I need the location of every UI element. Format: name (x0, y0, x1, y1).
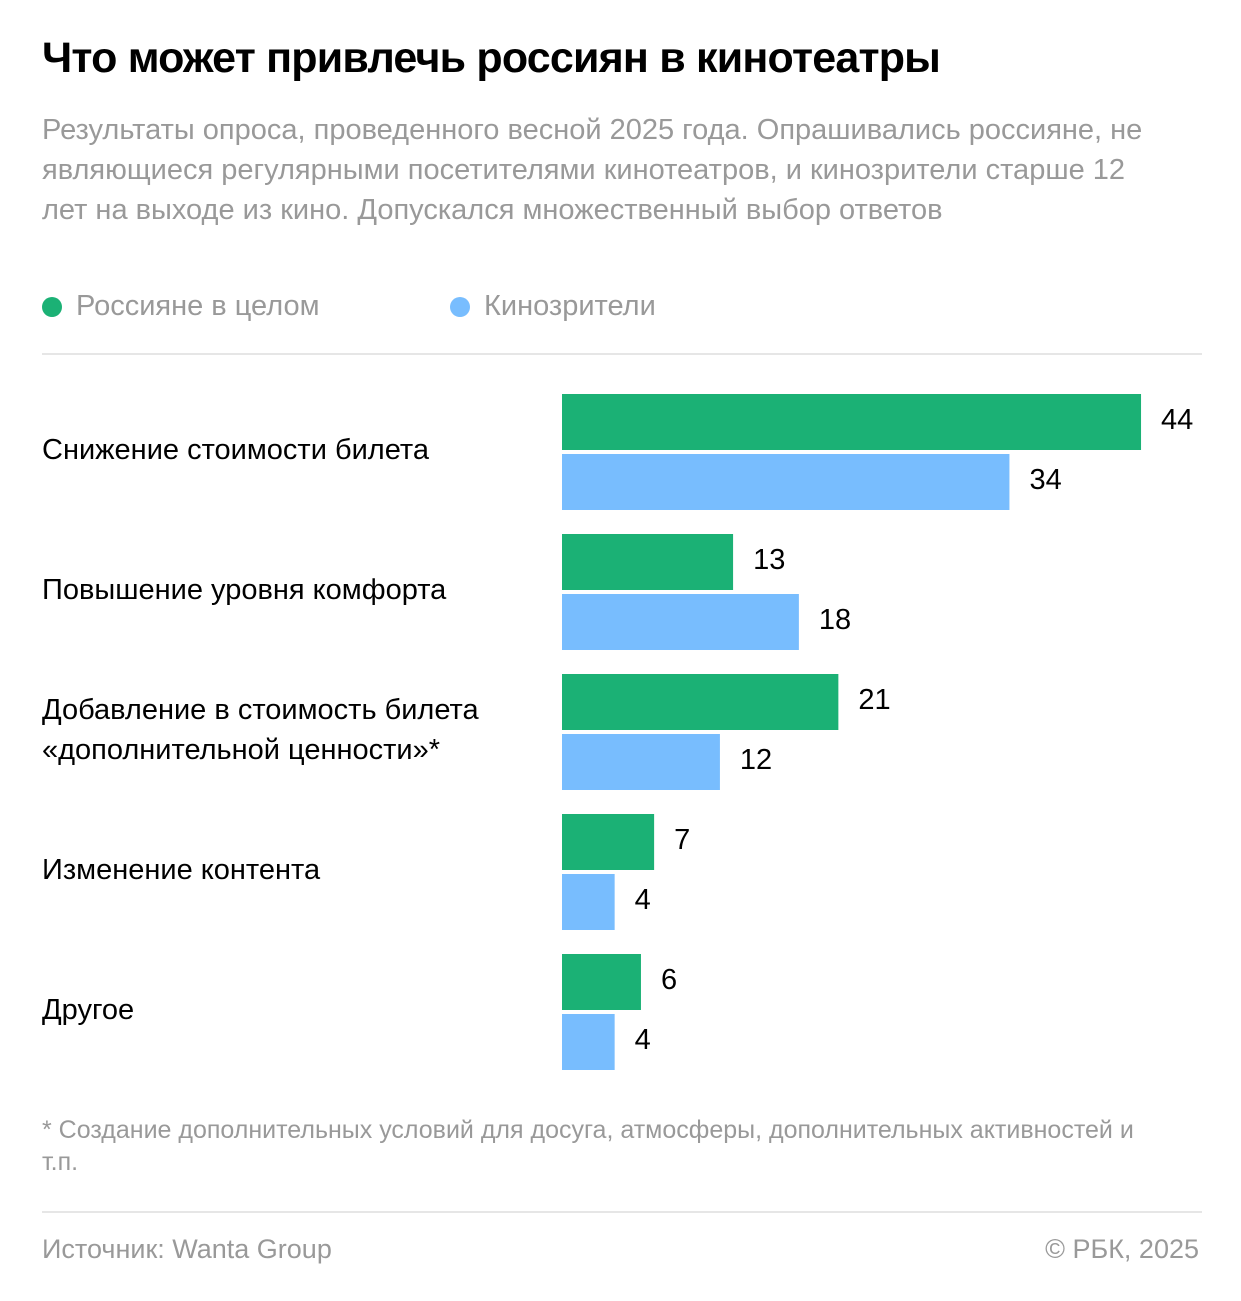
data-label: 4 (634, 884, 651, 916)
chart-subtitle: Результаты опроса, проведенного весной 2… (42, 114, 1143, 226)
data-label: 21 (858, 684, 891, 716)
data-label: 12 (739, 744, 773, 776)
bar-0-0 (562, 394, 1142, 450)
footnote: * Создание дополнительных условий для до… (42, 1116, 1134, 1176)
bar-0-1 (562, 534, 734, 590)
data-label: 6 (660, 964, 678, 996)
bar-0-4 (562, 954, 641, 1010)
data-label: 7 (674, 824, 691, 856)
legend-dot-1 (450, 296, 470, 317)
data-label: 4 (634, 1024, 651, 1056)
divider-top (42, 353, 1202, 355)
bar-1-1 (562, 594, 799, 650)
chart-title: Что может привлечь россиян в кинотеатры (42, 34, 941, 82)
category-label: Добавление в стоимость билета «дополните… (42, 694, 479, 766)
bar-1-2 (562, 734, 720, 790)
source: Источник: Wanta Group (42, 1234, 332, 1264)
legend-label-0: Россияне в целом (76, 290, 320, 322)
divider-bottom (42, 1211, 1202, 1213)
category-label: Снижение стоимости билета (42, 434, 429, 466)
bar-1-0 (562, 454, 1010, 510)
bar-1-4 (562, 1014, 615, 1070)
legend-item-0: Россияне в целом (42, 290, 320, 323)
bar-0-3 (562, 814, 655, 870)
category-label: Другое (42, 994, 135, 1026)
bar-1-3 (562, 874, 615, 930)
bar-0-2 (562, 674, 839, 730)
legend-dot-0 (42, 296, 62, 317)
legend-label-1: Кинозрители (484, 290, 656, 322)
legend-item-1: Кинозрители (450, 290, 656, 323)
data-label: 13 (753, 544, 786, 576)
copyright: © РБК, 2025 (1045, 1234, 1199, 1264)
data-label: 34 (1029, 464, 1062, 496)
category-label: Изменение контента (42, 854, 321, 886)
category-label: Повышение уровня комфорта (42, 574, 447, 606)
data-label: 18 (818, 604, 852, 636)
data-label: 44 (1161, 404, 1194, 436)
